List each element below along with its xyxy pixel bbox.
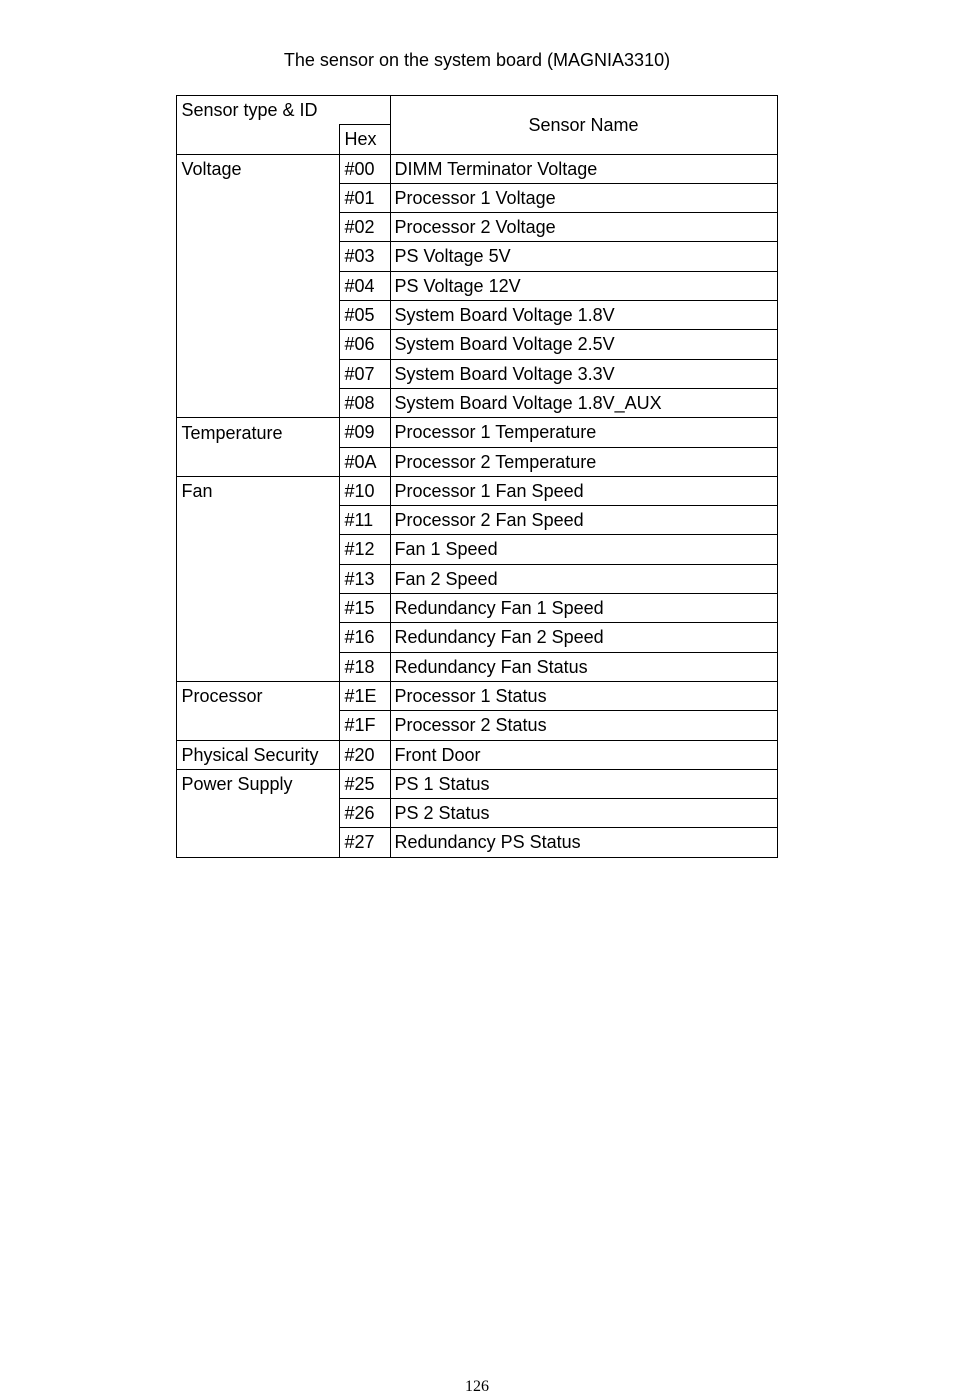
hex-cell: #15 [340,594,390,623]
sensor-table: Sensor type & IDSensor NameHexVoltage#00… [176,95,777,858]
hex-cell: #13 [340,564,390,593]
type-cell [177,242,340,271]
type-cell: Voltage [177,154,340,183]
name-cell: PS 1 Status [390,769,777,798]
name-cell: PS Voltage 5V [390,242,777,271]
type-cell: Temperature [177,418,340,447]
hex-cell: #1E [340,681,390,710]
name-cell: Redundancy PS Status [390,828,777,857]
hex-cell: #12 [340,535,390,564]
name-cell: Processor 1 Status [390,681,777,710]
hex-cell: #07 [340,359,390,388]
name-cell: Front Door [390,740,777,769]
name-cell: Processor 1 Fan Speed [390,476,777,505]
header-sensor-name: Sensor Name [390,96,777,155]
type-cell [177,213,340,242]
type-cell [177,447,340,476]
page-number: 126 [0,1378,954,1396]
name-cell: Redundancy Fan 1 Speed [390,594,777,623]
name-cell: Fan 1 Speed [390,535,777,564]
name-cell: Processor 2 Fan Speed [390,506,777,535]
name-cell: DIMM Terminator Voltage [390,154,777,183]
hex-cell: #27 [340,828,390,857]
type-cell [177,506,340,535]
name-cell: System Board Voltage 2.5V [390,330,777,359]
hex-cell: #04 [340,271,390,300]
type-cell [177,799,340,828]
hex-cell: #08 [340,388,390,417]
type-cell [177,828,340,857]
type-cell [177,711,340,740]
type-cell [177,388,340,417]
hex-cell: #0A [340,447,390,476]
header-hex: Hex [340,125,390,154]
hex-cell: #18 [340,652,390,681]
type-cell: Processor [177,681,340,710]
type-cell: Physical Security [177,740,340,769]
hex-cell: #16 [340,623,390,652]
type-cell [177,564,340,593]
type-cell [177,301,340,330]
name-cell: System Board Voltage 1.8V [390,301,777,330]
hex-cell: #01 [340,183,390,212]
name-cell: Processor 1 Temperature [390,418,777,447]
name-cell: Fan 2 Speed [390,564,777,593]
hex-cell: #1F [340,711,390,740]
hex-cell: #06 [340,330,390,359]
type-cell [177,330,340,359]
name-cell: Processor 2 Temperature [390,447,777,476]
name-cell: Processor 2 Voltage [390,213,777,242]
header-sensor-type-id: Sensor type & ID [177,96,390,125]
type-cell [177,535,340,564]
name-cell: PS 2 Status [390,799,777,828]
hex-cell: #20 [340,740,390,769]
hex-cell: #05 [340,301,390,330]
type-cell [177,594,340,623]
name-cell: System Board Voltage 1.8V_AUX [390,388,777,417]
hex-cell: #10 [340,476,390,505]
header-type-blank [177,125,340,154]
hex-cell: #26 [340,799,390,828]
table-container: Sensor type & IDSensor NameHexVoltage#00… [0,95,954,858]
type-cell: Power Supply [177,769,340,798]
hex-cell: #11 [340,506,390,535]
type-cell [177,271,340,300]
hex-cell: #03 [340,242,390,271]
page-title: The sensor on the system board (MAGNIA33… [0,50,954,71]
name-cell: PS Voltage 12V [390,271,777,300]
type-cell: Fan [177,476,340,505]
type-cell [177,359,340,388]
hex-cell: #00 [340,154,390,183]
hex-cell: #02 [340,213,390,242]
hex-cell: #09 [340,418,390,447]
name-cell: Processor 2 Status [390,711,777,740]
type-cell [177,183,340,212]
name-cell: System Board Voltage 3.3V [390,359,777,388]
name-cell: Redundancy Fan 2 Speed [390,623,777,652]
hex-cell: #25 [340,769,390,798]
name-cell: Redundancy Fan Status [390,652,777,681]
type-cell [177,652,340,681]
name-cell: Processor 1 Voltage [390,183,777,212]
type-cell [177,623,340,652]
